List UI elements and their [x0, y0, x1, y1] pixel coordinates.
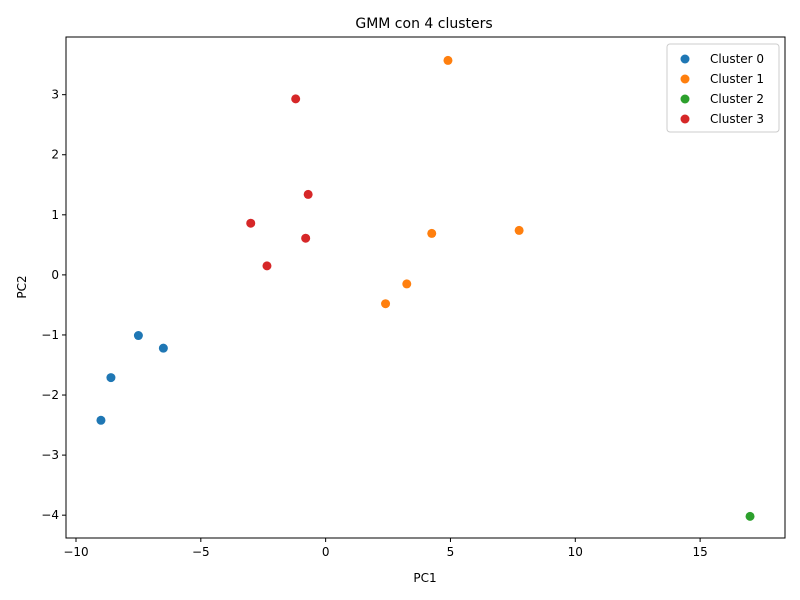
series-cluster-1: [381, 55, 524, 309]
y-tick-label: −3: [41, 448, 59, 462]
chart-title: GMM con 4 clusters: [355, 16, 492, 32]
legend-box: [666, 43, 780, 133]
x-tick-label: −5: [192, 545, 210, 559]
x-tick-label: 10: [568, 545, 583, 559]
y-axis: −4 −3 −2 −1 0 1 2 3: [41, 88, 66, 522]
data-point: [291, 94, 301, 104]
legend-label: Cluster 2: [710, 92, 764, 106]
data-points: [96, 55, 755, 521]
data-point: [443, 55, 453, 65]
plot-area: [65, 36, 786, 539]
x-tick-label: 0: [322, 545, 330, 559]
y-tick-label: −2: [41, 388, 59, 402]
legend-marker: [680, 74, 690, 84]
legend-label: Cluster 1: [710, 72, 764, 86]
legend-marker: [680, 114, 690, 124]
y-tick-label: −4: [41, 508, 59, 522]
data-point: [303, 189, 313, 199]
x-tick-label: −10: [63, 545, 88, 559]
legend-item: Cluster 3: [680, 112, 764, 126]
legend-marker: [680, 94, 690, 104]
data-point: [301, 233, 311, 243]
legend-item: Cluster 1: [680, 72, 764, 86]
series-cluster-3: [246, 94, 313, 271]
x-axis: −10 −5 0 5 10 15: [63, 538, 708, 559]
data-point: [246, 218, 256, 228]
data-point: [106, 373, 116, 383]
data-point: [381, 299, 391, 309]
data-point: [745, 511, 755, 521]
y-axis-label: PC2: [15, 275, 29, 298]
legend-marker: [680, 54, 690, 64]
data-point: [262, 261, 272, 271]
x-tick-label: 5: [447, 545, 455, 559]
y-tick-label: 1: [51, 208, 59, 222]
legend-label: Cluster 0: [710, 52, 764, 66]
y-tick-label: 3: [51, 88, 59, 102]
legend-item: Cluster 0: [680, 52, 764, 66]
data-point: [402, 279, 412, 289]
legend-item: Cluster 2: [680, 92, 764, 106]
x-tick-label: 15: [692, 545, 707, 559]
y-tick-label: 2: [51, 148, 59, 162]
data-point: [514, 225, 524, 235]
data-point: [133, 331, 143, 341]
y-tick-label: 0: [51, 268, 59, 282]
legend-label: Cluster 3: [710, 112, 764, 126]
data-point: [96, 415, 106, 425]
series-cluster-2: [745, 511, 755, 521]
x-axis-label: PC1: [413, 571, 436, 585]
data-point: [158, 343, 168, 353]
legend: Cluster 0 Cluster 1 Cluster 2 Cluster 3: [666, 43, 780, 133]
series-cluster-0: [96, 331, 168, 425]
data-point: [427, 228, 437, 238]
y-tick-label: −1: [41, 328, 59, 342]
axes-frame: [65, 36, 786, 539]
